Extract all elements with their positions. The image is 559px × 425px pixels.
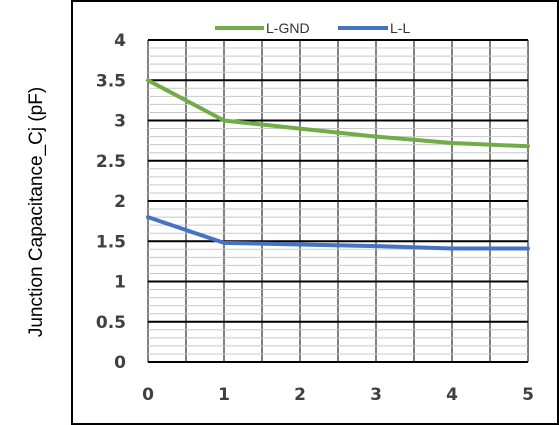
y-tick-label: 0 — [114, 353, 126, 373]
legend-label-l-l: L-L — [390, 20, 410, 36]
x-tick-label: 4 — [446, 385, 458, 405]
grid — [147, 39, 529, 363]
x-tick-label: 0 — [142, 385, 154, 405]
legend-label-l-gnd: L-GND — [266, 20, 310, 36]
series-line-l-l — [146, 215, 530, 251]
y-tick-label: 0.5 — [96, 313, 126, 333]
y-tick-label: 4 — [114, 31, 126, 51]
x-tick-label: 3 — [370, 385, 382, 405]
x-tick-label: 2 — [294, 385, 306, 405]
tick-labels: 0 0.5 1 1.5 2 2.5 3 3.5 4 0 1 2 3 4 5 — [96, 31, 534, 405]
y-tick-label: 3.5 — [96, 71, 126, 91]
y-tick-label: 2.5 — [96, 152, 126, 172]
legend: L-GND L-L — [212, 18, 422, 38]
y-axis-label: Junction Capacitance_Cj (pF) — [26, 87, 47, 337]
y-tick-label: 3 — [114, 112, 126, 132]
y-tick-label: 1.5 — [96, 232, 126, 252]
x-tick-label: 1 — [218, 385, 230, 405]
y-tick-label: 1 — [114, 273, 126, 293]
x-tick-label: 5 — [522, 385, 534, 405]
y-tick-label: 2 — [114, 192, 126, 212]
series-line-l-gnd — [146, 78, 530, 149]
legend-background — [212, 18, 422, 38]
series-layer — [146, 78, 530, 251]
